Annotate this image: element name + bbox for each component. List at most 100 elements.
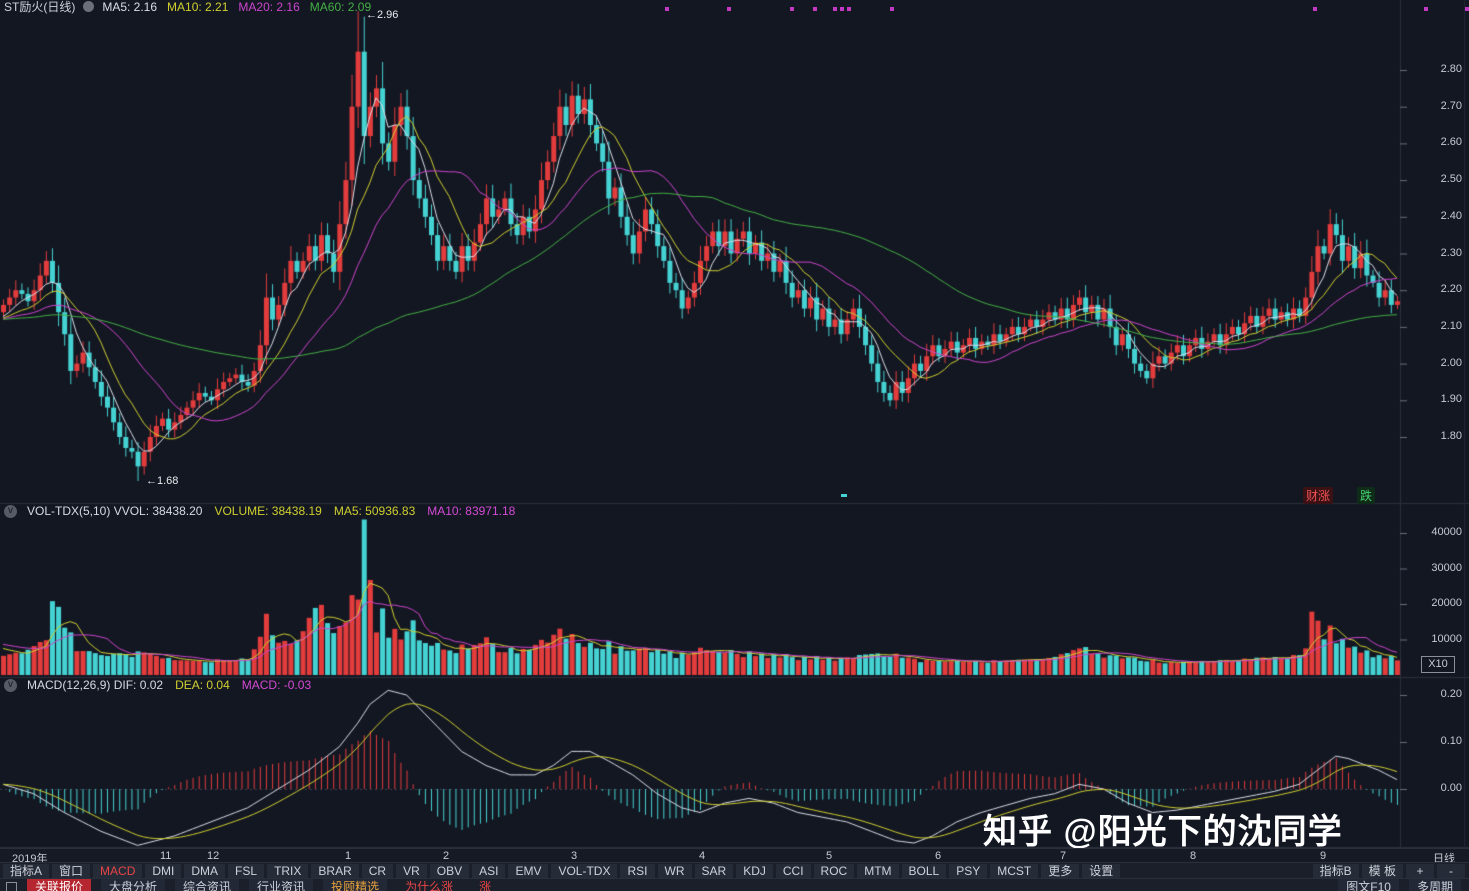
indicator-button-BOLL[interactable]: BOLL xyxy=(901,863,947,879)
indicator-button-CR[interactable]: CR xyxy=(361,863,394,879)
date-label-8: 8 xyxy=(1190,850,1197,862)
indicator-button-FSL[interactable]: FSL xyxy=(228,863,265,879)
macd-pane-header: v MACD(12,26,9) DIF: 0.02 DEA: 0.04 MACD: … xyxy=(4,678,311,692)
link-quote-checkbox[interactable] xyxy=(6,882,17,891)
indicator-button-VR[interactable]: VR xyxy=(396,863,427,879)
price-tick-label: 2.30 xyxy=(1440,246,1462,259)
bottom-tab-row: 关联报价 大盘分析 综合资讯 行业资讯 投顾精选 为什么涨 涨 图文F10 多周期 xyxy=(0,878,1469,891)
date-label-12: 12 xyxy=(207,850,220,862)
toolbar-right-buttons: 指标B 模 板 + - xyxy=(1312,863,1469,879)
macd-header-token-1: DEA: 0.04 xyxy=(175,678,230,692)
vol-header-token-1: VOLUME: 38438.19 xyxy=(214,504,322,518)
bottom-tab-行业资讯[interactable]: 行业资讯 xyxy=(249,879,314,891)
macd-tick-label: 0.20 xyxy=(1440,688,1462,700)
more-button[interactable]: 更多 xyxy=(1041,863,1080,879)
vol-header-token-3: MA10: 83971.18 xyxy=(427,504,516,518)
indicator-button-MACD[interactable]: MACD xyxy=(93,863,143,879)
indicator-button-PSY[interactable]: PSY xyxy=(949,863,988,879)
indicator-buttons: 指标A 窗口 MACD DMI DMA FSL TRIX BRAR CR VR OBV ASI EMV V… xyxy=(0,863,1313,879)
bottom-tab-关联报价[interactable]: 关联报价 xyxy=(27,879,92,891)
ma-value-1: MA10: 2.21 xyxy=(167,0,229,14)
indicator-button-ROC[interactable]: ROC xyxy=(813,863,855,879)
toolbar-button-窗口[interactable]: 窗口 xyxy=(52,863,91,879)
collapse-chevron-icon[interactable]: v xyxy=(4,678,17,692)
price-tick-label: 2.00 xyxy=(1440,356,1462,369)
settings-button[interactable]: 设置 xyxy=(1082,863,1121,879)
volume-tick-label: 20000 xyxy=(1431,597,1462,609)
macd-tick-label: 0.10 xyxy=(1440,735,1462,747)
macd-tick-label: 0.00 xyxy=(1440,782,1462,794)
price-tick-label: 2.50 xyxy=(1440,173,1462,186)
bottom-tab-大盘分析[interactable]: 大盘分析 xyxy=(101,879,166,891)
zoom-in-button[interactable]: + xyxy=(1406,863,1434,879)
vote-down-button[interactable]: 跌 xyxy=(1357,487,1376,504)
vol-header-token-0: VOL-TDX(5,10) VVOL: 38438.20 xyxy=(27,504,203,518)
bottom-tab-涨[interactable]: 涨 xyxy=(479,880,492,891)
indicator-button-DMA[interactable]: DMA xyxy=(184,863,226,879)
bottom-tabs-right: 图文F10 多周期 xyxy=(1338,879,1469,891)
indicator-button-MTM[interactable]: MTM xyxy=(857,863,899,879)
vol-header-token-2: MA5: 50936.83 xyxy=(333,504,416,518)
high-price-annotation: ←2.96 xyxy=(366,9,399,21)
event-marker-dot xyxy=(1313,7,1317,11)
arrow-left-icon: ← xyxy=(366,9,377,21)
chart-canvas[interactable] xyxy=(0,0,1469,848)
toolbar-button-模 板[interactable]: 模 板 xyxy=(1361,863,1403,879)
vote-up-button[interactable]: 财涨 xyxy=(1303,487,1334,504)
indicator-button-DMI[interactable]: DMI xyxy=(145,863,182,879)
macd-header-token-0: MACD(12,26,9) DIF: 0.02 xyxy=(27,678,164,692)
bottom-tab-综合资讯[interactable]: 综合资讯 xyxy=(175,879,240,891)
date-label-7: 7 xyxy=(1060,850,1067,862)
event-marker-dot xyxy=(813,7,817,11)
indicator-toolbar: 指标A 窗口 MACD DMI DMA FSL TRIX BRAR CR VR OBV ASI EMV V… xyxy=(0,862,1469,879)
status-dot-icon xyxy=(83,1,95,12)
bottom-tab-为什么涨[interactable]: 为什么涨 xyxy=(405,880,454,891)
indicator-button-CCI[interactable]: CCI xyxy=(775,863,811,879)
indicator-button-TRIX[interactable]: TRIX xyxy=(267,863,309,879)
indicator-button-SAR[interactable]: SAR xyxy=(694,863,734,879)
date-label-11: 11 xyxy=(160,850,172,862)
ma-value-0: MA5: 2.16 xyxy=(102,0,158,14)
price-tick-label: 2.80 xyxy=(1440,63,1462,75)
toolbar-button-指标B[interactable]: 指标B xyxy=(1312,863,1359,879)
indicator-button-ASI[interactable]: ASI xyxy=(472,863,506,879)
indicator-button-BRAR[interactable]: BRAR xyxy=(311,863,359,879)
volume-pane-header: v VOL-TDX(5,10) VVOL: 38438.20 VOLUME: 38… xyxy=(4,504,515,518)
bottom-tab-多周期[interactable]: 多周期 xyxy=(1408,879,1461,891)
zoom-out-button[interactable]: - xyxy=(1437,863,1465,879)
volume-tick-label: 10000 xyxy=(1431,632,1462,645)
event-marker-dot xyxy=(727,7,731,11)
sentiment-vote-bar: 财涨 跌 xyxy=(1303,487,1376,504)
indicator-button-MCST[interactable]: MCST xyxy=(990,863,1039,879)
toolbar-button-指标A[interactable]: 指标A xyxy=(3,863,50,879)
stock-title: ST励火(日线) xyxy=(4,0,76,14)
bottom-tab-投顾精选[interactable]: 投顾精选 xyxy=(323,879,388,891)
arrow-left-icon: ← xyxy=(146,475,157,487)
bottom-tab-图文F10[interactable]: 图文F10 xyxy=(1338,879,1399,891)
volume-tick-label: 40000 xyxy=(1431,526,1462,538)
cyan-marker xyxy=(841,494,847,497)
indicator-button-VOL-TDX[interactable]: VOL-TDX xyxy=(551,863,618,879)
volume-unit-box: X10 xyxy=(1421,656,1455,673)
date-label-3: 3 xyxy=(571,850,578,862)
price-tick-label: 1.90 xyxy=(1440,393,1462,406)
date-label-1: 1 xyxy=(345,850,352,862)
indicator-button-OBV[interactable]: OBV xyxy=(429,863,470,879)
event-marker-dot xyxy=(847,7,851,11)
date-label-2: 2 xyxy=(443,850,450,862)
price-tick-label: 2.10 xyxy=(1440,319,1462,332)
indicator-button-WR[interactable]: WR xyxy=(657,863,692,879)
event-marker-dot xyxy=(833,7,837,11)
date-axis[interactable]: 日线 2019年 11 12 1 2 3 4 5 6 7 8 9 xyxy=(0,848,1469,865)
indicator-button-RSI[interactable]: RSI xyxy=(620,863,655,879)
indicator-button-KDJ[interactable]: KDJ xyxy=(736,863,773,879)
date-label-4: 4 xyxy=(699,850,706,862)
ma-value-3: MA60: 2.09 xyxy=(309,0,372,14)
collapse-chevron-icon[interactable]: v xyxy=(4,504,17,518)
event-marker-dot xyxy=(665,7,669,11)
date-label-6: 6 xyxy=(935,850,942,862)
price-tick-label: 2.40 xyxy=(1440,209,1462,222)
volume-header-values: VOL-TDX(5,10) VVOL: 38438.20 VOLUME: 3843… xyxy=(27,504,515,518)
indicator-button-EMV[interactable]: EMV xyxy=(508,863,549,879)
